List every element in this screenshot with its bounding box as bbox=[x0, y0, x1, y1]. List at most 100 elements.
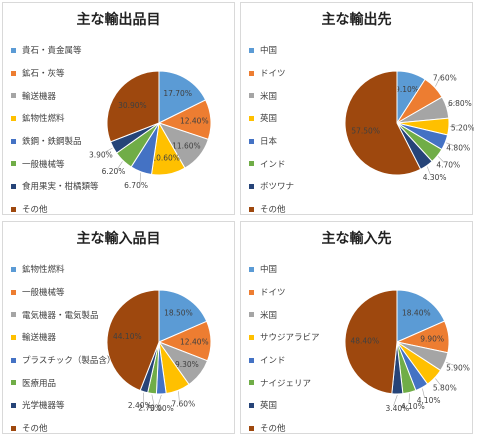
legend-label: 電気機器・電気製品 bbox=[22, 309, 99, 321]
legend-label: インド bbox=[260, 158, 286, 170]
data-label: 17.70% bbox=[163, 89, 192, 98]
legend-swatch bbox=[249, 380, 254, 385]
legend-swatch bbox=[11, 358, 16, 363]
legend-item: サウジアラビア bbox=[249, 326, 320, 349]
legend-item: 光学機器等 bbox=[11, 394, 115, 417]
legend-item: 一般機械等 bbox=[11, 152, 99, 175]
legend-item: 中国 bbox=[249, 39, 294, 62]
legend-item: 中国 bbox=[249, 258, 320, 281]
legend-swatch bbox=[249, 139, 254, 144]
legend-label: 米国 bbox=[260, 90, 277, 102]
legend-label: ボツワナ bbox=[260, 180, 294, 192]
legend-label: 英国 bbox=[260, 399, 277, 411]
data-label: 6.80% bbox=[448, 99, 472, 108]
data-label: 30.90% bbox=[118, 101, 147, 110]
legend-swatch bbox=[11, 426, 16, 431]
legend-label: 米国 bbox=[260, 309, 277, 321]
legend-item: 電気機器・電気製品 bbox=[11, 303, 115, 326]
legend-swatch bbox=[249, 426, 254, 431]
legend-item: 米国 bbox=[249, 84, 294, 107]
legend-label: プラスチック（製品含） bbox=[22, 354, 115, 366]
data-label: 12.40% bbox=[180, 117, 209, 126]
chart-title: 主な輸入先 bbox=[241, 228, 472, 248]
legend-swatch bbox=[11, 380, 16, 385]
legend-swatch bbox=[249, 71, 254, 76]
data-label: 6.70% bbox=[124, 181, 148, 190]
data-label: 9.10% bbox=[395, 85, 419, 94]
chart-panel-export-destinations: 9.10%7.60%6.80%5.20%4.80%4.70%4.30%57.50… bbox=[240, 2, 473, 215]
legend: 鉱物性燃料一般機械等電気機器・電気製品輸送機器プラスチック（製品含） 医療用品光学… bbox=[11, 258, 115, 440]
data-label: 4.80% bbox=[446, 144, 470, 153]
legend-label: ドイツ bbox=[260, 67, 286, 79]
legend-swatch bbox=[249, 207, 254, 212]
data-label: 11.60% bbox=[172, 141, 201, 150]
legend-item: ドイツ bbox=[249, 281, 320, 304]
legend: 貴石・貴金属等鉱石・灰等輸送機器鉱物性燃料鉄鋼・鉄鋼製品一般機械等食用果実・柑橘… bbox=[11, 39, 99, 221]
legend-label: 食用果実・柑橘類等 bbox=[22, 180, 99, 192]
legend-label: 鉄鋼・鉄鋼製品 bbox=[22, 135, 82, 147]
legend-swatch bbox=[11, 161, 16, 166]
data-label: 18.40% bbox=[402, 308, 431, 317]
legend-item: 英国 bbox=[249, 107, 294, 130]
legend-label: 輸送機器 bbox=[22, 90, 56, 102]
legend-item: 鉱物性燃料 bbox=[11, 107, 99, 130]
legend-label: 鉱物性燃料 bbox=[22, 112, 65, 124]
legend-swatch bbox=[249, 93, 254, 98]
data-label: 7.60% bbox=[171, 399, 195, 408]
legend-label: 鉱物性燃料 bbox=[22, 263, 65, 275]
legend-item: 一般機械等 bbox=[11, 281, 115, 304]
data-label: 12.40% bbox=[180, 337, 209, 346]
legend-label: サウジアラビア bbox=[260, 331, 320, 343]
legend-item: 貴石・貴金属等 bbox=[11, 39, 99, 62]
chart-panel-export-items: 17.70%12.40%11.60%10.60%6.70%6.20%3.90%3… bbox=[2, 2, 235, 215]
data-label: 44.10% bbox=[113, 332, 142, 341]
data-label: 5.20% bbox=[451, 124, 474, 133]
legend-item: 食用果実・柑橘類等 bbox=[11, 175, 99, 198]
chart-panel-import-sources: 18.40%9.90%5.90%5.80%4.10%4.10%3.40%48.4… bbox=[240, 221, 473, 434]
legend-item: ドイツ bbox=[249, 62, 294, 85]
legend-label: その他 bbox=[22, 203, 48, 215]
legend-item: インド bbox=[249, 349, 320, 372]
legend-label: 鉱石・灰等 bbox=[22, 67, 65, 79]
legend-swatch bbox=[11, 207, 16, 212]
legend-label: 日本 bbox=[260, 135, 277, 147]
legend-item: 輸送機器 bbox=[11, 326, 115, 349]
data-label: 4.70% bbox=[436, 161, 460, 170]
legend-label: 一般機械等 bbox=[22, 286, 65, 298]
data-label: 9.90% bbox=[420, 334, 444, 343]
data-label: 2.40% bbox=[128, 401, 152, 410]
data-label: 48.40% bbox=[350, 336, 379, 345]
legend-swatch bbox=[249, 290, 254, 295]
legend-swatch bbox=[249, 335, 254, 340]
data-label: 57.50% bbox=[351, 127, 380, 136]
data-label: 10.60% bbox=[151, 154, 180, 163]
legend-item: 鉱物性燃料 bbox=[11, 258, 115, 281]
legend-label: 中国 bbox=[260, 263, 277, 275]
legend-swatch bbox=[249, 312, 254, 317]
legend-swatch bbox=[249, 358, 254, 363]
data-label: 18.50% bbox=[164, 308, 193, 317]
legend-swatch bbox=[11, 312, 16, 317]
data-label: 7.60% bbox=[433, 74, 457, 83]
data-label: 5.80% bbox=[433, 383, 457, 392]
legend-item: 英国 bbox=[249, 394, 320, 417]
legend-swatch bbox=[249, 403, 254, 408]
legend-swatch bbox=[249, 161, 254, 166]
chart-panel-import-items: 18.50%12.40%9.30%7.60%3.00%2.70%2.40%44.… bbox=[2, 221, 235, 434]
legend-label: 医療用品 bbox=[22, 377, 56, 389]
legend-item: その他 bbox=[249, 417, 320, 440]
legend-item: その他 bbox=[249, 198, 294, 221]
data-label: 3.40% bbox=[385, 404, 409, 413]
legend-label: その他 bbox=[260, 422, 286, 434]
legend-swatch bbox=[11, 267, 16, 272]
legend-label: 英国 bbox=[260, 112, 277, 124]
legend-label: 光学機器等 bbox=[22, 399, 65, 411]
legend-label: 貴石・貴金属等 bbox=[22, 44, 82, 56]
legend-item: その他 bbox=[11, 417, 115, 440]
legend-item: 輸送機器 bbox=[11, 84, 99, 107]
legend-item: ボツワナ bbox=[249, 175, 294, 198]
legend-swatch bbox=[249, 48, 254, 53]
legend-swatch bbox=[249, 116, 254, 121]
legend-swatch bbox=[249, 184, 254, 189]
legend-item: 日本 bbox=[249, 130, 294, 153]
